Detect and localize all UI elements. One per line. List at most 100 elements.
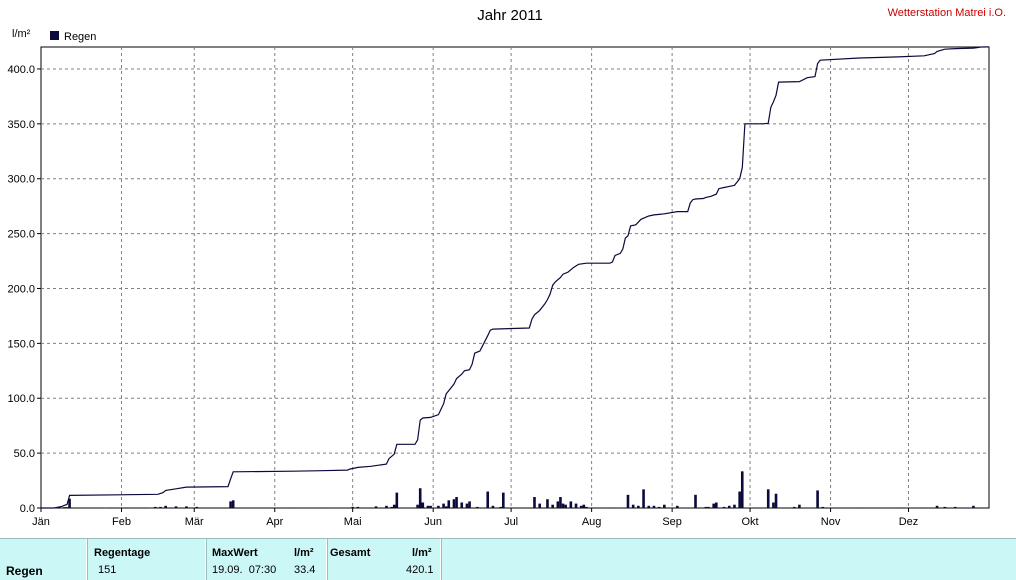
- rain-bar: [322, 507, 326, 509]
- rain-bar: [935, 505, 939, 508]
- regentage-header: Regentage: [94, 547, 151, 559]
- rain-bar: [426, 505, 430, 508]
- legend-label: Regen: [64, 31, 96, 43]
- rain-bar: [972, 505, 975, 508]
- cumulative-rain-line: [41, 46, 990, 509]
- rain-bar: [772, 502, 775, 508]
- rain-bar: [792, 506, 796, 508]
- rain-bar: [148, 507, 152, 509]
- rain-bar: [159, 506, 162, 508]
- rain-bar: [857, 507, 861, 509]
- rain-bars: [57, 471, 983, 509]
- rain-bar: [922, 507, 926, 509]
- rain-bar: [569, 501, 573, 508]
- rain-bar: [816, 490, 819, 508]
- rain-bar: [104, 507, 108, 509]
- rain-bar: [652, 505, 656, 508]
- rain-bar: [444, 506, 448, 508]
- rain-bar: [68, 498, 71, 508]
- rain-bar: [455, 497, 458, 508]
- rain-bar: [826, 507, 830, 509]
- rain-bar: [579, 505, 583, 508]
- rain-bar: [195, 506, 199, 508]
- rain-bar: [733, 504, 736, 508]
- maxwert-value: 33.4: [294, 564, 316, 576]
- rain-bar: [712, 503, 715, 508]
- rain-chart: Jahr 2011 Wetterstation Matrei i.O. l/m²…: [7, 7, 1006, 528]
- rain-bar: [502, 492, 505, 508]
- x-tick-label: Jun: [424, 516, 442, 528]
- rain-bar: [418, 488, 422, 508]
- rain-bar: [574, 503, 578, 508]
- x-tick-label: Aug: [582, 516, 602, 528]
- rain-bar: [442, 503, 445, 508]
- x-tick-label: Nov: [821, 516, 841, 528]
- x-tick-label: Dez: [899, 516, 919, 528]
- rain-bar: [551, 504, 554, 508]
- legend-swatch: [50, 31, 59, 40]
- rain-bar: [392, 504, 396, 508]
- rain-bar: [174, 506, 178, 508]
- x-tick-label: Okt: [741, 516, 758, 528]
- y-axis-unit: l/m²: [12, 28, 31, 40]
- rain-bar: [374, 506, 378, 508]
- rain-bar: [798, 504, 801, 508]
- y-tick-label: 100.0: [7, 393, 35, 405]
- rain-bar: [727, 505, 731, 508]
- rain-bar: [465, 503, 469, 508]
- rain-bar: [395, 492, 399, 508]
- rain-bar: [390, 506, 393, 508]
- rain-bar: [722, 506, 726, 508]
- rain-bar: [979, 507, 983, 509]
- y-tick-label: 250.0: [7, 229, 35, 241]
- rain-bar: [416, 504, 419, 508]
- x-tick-label: Apr: [266, 516, 283, 528]
- x-tick-label: Mär: [185, 516, 204, 528]
- rain-bar: [63, 507, 66, 508]
- rain-bar: [447, 500, 451, 508]
- rain-bar: [122, 507, 126, 509]
- y-tick-label: 350.0: [7, 119, 35, 131]
- chart-title: Jahr 2011: [477, 7, 543, 24]
- rain-bar: [229, 501, 232, 508]
- gesamt-header: Gesamt: [330, 547, 371, 559]
- rain-bar: [707, 506, 710, 508]
- rain-bar: [351, 506, 354, 508]
- rain-bar: [626, 494, 630, 508]
- rain-bar: [704, 506, 708, 508]
- rain-bar: [774, 493, 778, 508]
- gesamt-value: 420.1: [406, 564, 434, 576]
- x-tick-label: Jul: [504, 516, 518, 528]
- rain-bar: [642, 489, 645, 508]
- rain-bar: [429, 505, 432, 508]
- rain-bar: [460, 502, 464, 508]
- rain-bar: [556, 501, 560, 508]
- x-axis-ticks: Jän Feb Mär Apr Mai Jun Jul Aug Sep Okt Nov Dez: [32, 508, 918, 528]
- maxwert-header: MaxWert: [212, 547, 258, 559]
- rain-bar: [356, 506, 360, 508]
- rain-bar: [476, 506, 479, 508]
- y-tick-label: 50.0: [14, 448, 35, 460]
- rain-bar: [499, 506, 503, 508]
- x-tick-label: Sep: [662, 516, 682, 528]
- summary-row-label: Regen: [6, 564, 43, 578]
- rain-bar: [631, 504, 635, 508]
- y-tick-label: 300.0: [7, 174, 35, 186]
- maxwert-unit-header: l/m²: [294, 547, 314, 559]
- rain-bar: [564, 504, 567, 508]
- plot-area: [40, 46, 990, 509]
- rain-bar: [613, 507, 617, 509]
- rain-bar: [896, 507, 900, 509]
- rain-bar: [546, 499, 549, 508]
- rain-bar: [959, 507, 962, 509]
- rain-bar: [766, 489, 770, 508]
- rain-bar: [294, 507, 297, 509]
- rain-bar: [491, 505, 495, 508]
- rain-bar: [65, 507, 69, 508]
- rain-bar: [953, 506, 957, 508]
- rain-bar: [538, 503, 541, 508]
- x-tick-label: Mai: [344, 516, 362, 528]
- rain-bar: [694, 494, 697, 508]
- y-tick-label: 150.0: [7, 338, 35, 350]
- rain-bar: [486, 491, 490, 508]
